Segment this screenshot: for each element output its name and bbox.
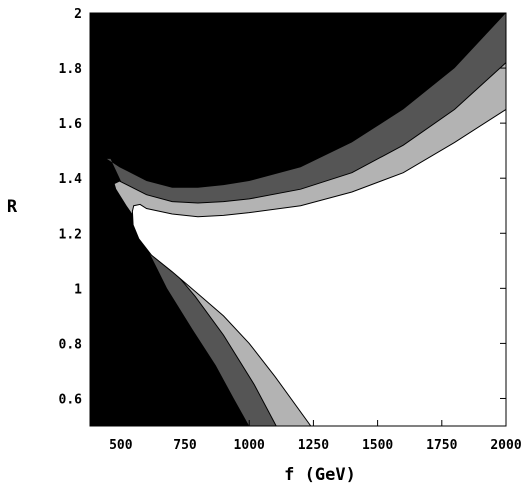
plot-area	[90, 13, 507, 427]
y-tick-label: 0.6	[59, 392, 83, 407]
y-tick-label: 1.6	[59, 117, 83, 132]
y-tick-label: 1	[74, 282, 82, 297]
x-axis: 500 750 1000 1250 1500 1750 2000	[109, 13, 522, 453]
y-axis: 0.6 0.8 1 1.2 1.4 1.6 1.8 2	[59, 7, 506, 407]
y-tick-label: 2	[74, 7, 82, 22]
y-tick-label: 1.8	[59, 62, 83, 77]
y-axis-label: R	[7, 197, 18, 217]
x-tick-label: 2000	[490, 438, 521, 453]
x-tick-label: 1500	[362, 438, 393, 453]
y-tick-label: 1.4	[59, 172, 83, 187]
x-tick-label: 1000	[234, 438, 265, 453]
y-tick-label: 0.8	[59, 337, 83, 352]
x-tick-label: 1250	[298, 438, 329, 453]
x-tick-label: 750	[173, 438, 197, 453]
plot-frame	[89, 12, 507, 427]
x-tick-label: 1750	[426, 438, 457, 453]
x-tick-label: 500	[109, 438, 133, 453]
x-axis-label: f (GeV)	[284, 465, 356, 485]
y-tick-label: 1.2	[59, 227, 82, 242]
contour-region-3	[131, 108, 507, 427]
